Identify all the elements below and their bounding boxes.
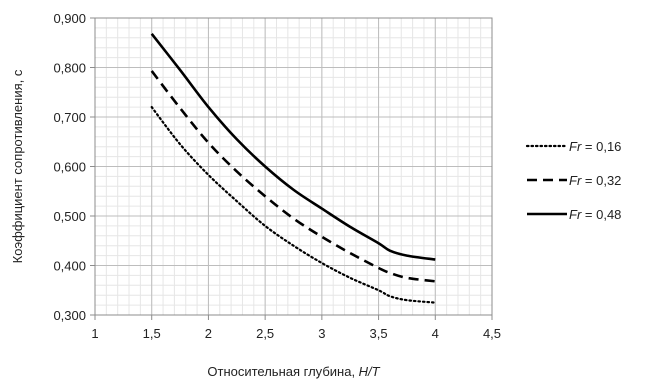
x-tick-label: 2 [205, 326, 212, 341]
legend-label-1: Fr = 0,16 [569, 139, 621, 154]
legend-label-var: Fr [569, 207, 582, 222]
x-axis-title: Относительная глубина, H/T [207, 364, 380, 379]
x-tick-label: 4,5 [483, 326, 501, 341]
legend-label-2: Fr = 0,32 [569, 173, 621, 188]
plot-area-border [94, 17, 493, 316]
x-axis-title-text: Относительная глубина, [207, 364, 358, 379]
y-tick-label: 0,300 [53, 308, 86, 323]
y-axis-title: Коэффициент сопротивления, с [10, 69, 25, 263]
y-tick-label: 0,700 [53, 110, 86, 125]
y-tick-label: 0,900 [53, 11, 86, 26]
legend-label-var: Fr [569, 173, 582, 188]
series-line-2 [150, 70, 436, 283]
x-tick-label: 4 [432, 326, 439, 341]
legend-label-value: = 0,48 [581, 207, 621, 222]
legend-label-3: Fr = 0,48 [569, 207, 621, 222]
x-axis-tick-labels: 1 1,5 2 2,5 3 3,5 4 4,5 [91, 326, 501, 341]
y-tick-label: 0,500 [53, 209, 86, 224]
legend-label-var: Fr [569, 139, 582, 154]
y-tick-label: 0,400 [53, 259, 86, 274]
x-tick-label: 3 [318, 326, 325, 341]
y-tick-label: 0,600 [53, 160, 86, 175]
y-axis-tick-labels: 0,300 0,400 0,500 0,600 0,700 0,800 0,900 [53, 11, 86, 323]
x-tick-label: 1,5 [143, 326, 161, 341]
legend-label-value: = 0,32 [581, 173, 621, 188]
series-layer [150, 33, 437, 304]
series-line-1 [150, 106, 437, 304]
x-tick-label: 1 [91, 326, 98, 341]
x-axis-title-var: H/T [359, 364, 381, 379]
legend-label-value: = 0,16 [581, 139, 621, 154]
series-line-3 [150, 33, 436, 261]
major-grid [90, 17, 493, 320]
x-tick-label: 3,5 [370, 326, 388, 341]
y-tick-label: 0,800 [53, 61, 86, 76]
x-tick-label: 2,5 [256, 326, 274, 341]
